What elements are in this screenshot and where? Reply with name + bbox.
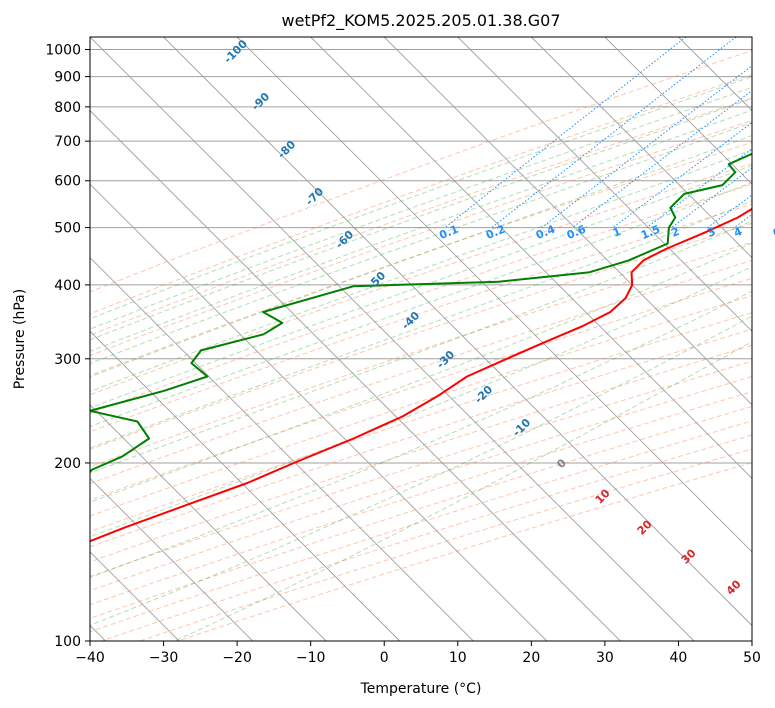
y-tick-label: 500 <box>54 221 81 237</box>
y-tick-label: 600 <box>54 174 81 190</box>
y-tick-label: 100 <box>54 634 81 650</box>
x-tick-label: 0 <box>380 650 389 666</box>
x-tick-label: −40 <box>75 650 105 666</box>
isotherm-line <box>90 257 474 641</box>
dewpoint-profile-line <box>90 152 752 474</box>
isotherm-line <box>90 404 327 641</box>
mixing-ratio-line <box>491 37 737 228</box>
x-tick-label: 30 <box>596 650 614 666</box>
dry-adiabat <box>90 344 752 563</box>
mixing-ratio-line <box>541 65 752 228</box>
moist-adiabat <box>90 200 752 449</box>
mixing-ratio-label: 2 <box>669 225 681 240</box>
x-tick-label: −10 <box>296 650 326 666</box>
x-tick-label: 50 <box>743 650 761 666</box>
isotherm-line <box>457 37 752 332</box>
x-tick-label: 40 <box>670 650 688 666</box>
moist-adiabat <box>90 121 752 365</box>
isotherm-line <box>90 109 621 641</box>
axis-ticks: −40 −30 −20 −10 0 10 20 30 40 50 100 200 300 400 500 60… <box>45 43 761 666</box>
y-tick-label: 1000 <box>45 43 81 59</box>
isotherm-line <box>383 37 752 406</box>
moist-adiabat <box>90 164 752 409</box>
mixing-ratio-label: 6 <box>771 225 775 240</box>
dry-adiabat <box>90 277 752 501</box>
mixing-ratio-line <box>671 167 752 228</box>
dry-adiabat <box>90 360 752 577</box>
dry-adiabat <box>90 141 752 377</box>
x-tick-label: 20 <box>522 650 540 666</box>
isotherm-line <box>531 37 752 259</box>
sounding-profiles <box>90 152 752 543</box>
x-tick-label: −30 <box>149 650 179 666</box>
dry-adiabat <box>90 241 752 468</box>
dry-adiabat <box>90 259 752 485</box>
dry-adiabat <box>90 163 752 396</box>
y-tick-label: 200 <box>54 456 81 472</box>
temperature-profile-line <box>90 207 752 543</box>
mixing-ratio-label: 1 <box>611 225 623 240</box>
dry-adiabat <box>90 183 752 415</box>
moist-adiabat <box>90 181 752 428</box>
dry-adiabat <box>90 312 752 533</box>
y-axis-label: Pressure (hPa) <box>12 289 28 389</box>
isotherm-line <box>604 37 752 185</box>
isotherm-line <box>236 37 752 553</box>
y-tick-label: 900 <box>54 70 81 86</box>
mixing-ratio-label: 3 <box>705 225 717 240</box>
mixing-ratio-line <box>444 37 687 228</box>
isotherm-line <box>163 37 752 627</box>
dry-adiabat <box>90 328 752 548</box>
dry-adiabat <box>90 97 752 336</box>
isotherm-line <box>90 477 253 641</box>
moist-adiabat <box>90 242 752 503</box>
dry-adiabat <box>90 49 752 293</box>
moist-adiabat <box>90 97 752 341</box>
dry-adiabat <box>90 203 752 433</box>
moist-adiabat <box>90 149 752 393</box>
y-tick-label: 700 <box>54 134 81 150</box>
plot-frame <box>89 36 753 642</box>
dry-adiabat <box>90 375 752 592</box>
y-tick-label: 800 <box>54 100 81 116</box>
x-tick-label: −20 <box>222 650 252 666</box>
mixing-ratio-line <box>612 122 752 228</box>
chart-title: wetPf2_KOM5.2025.205.01.38.G07 <box>281 11 560 31</box>
dry-adiabat <box>90 222 752 451</box>
x-axis-label: Temperature (°C) <box>360 681 482 697</box>
isotherm-line <box>90 330 401 641</box>
dry-adiabat <box>90 295 752 517</box>
isotherm-line <box>90 37 695 641</box>
isotherm-line <box>310 37 752 479</box>
thermodynamic-background-lines <box>90 37 752 641</box>
x-tick-label: 10 <box>449 650 467 666</box>
y-tick-label: 300 <box>54 352 81 368</box>
y-tick-label: 400 <box>54 278 81 294</box>
